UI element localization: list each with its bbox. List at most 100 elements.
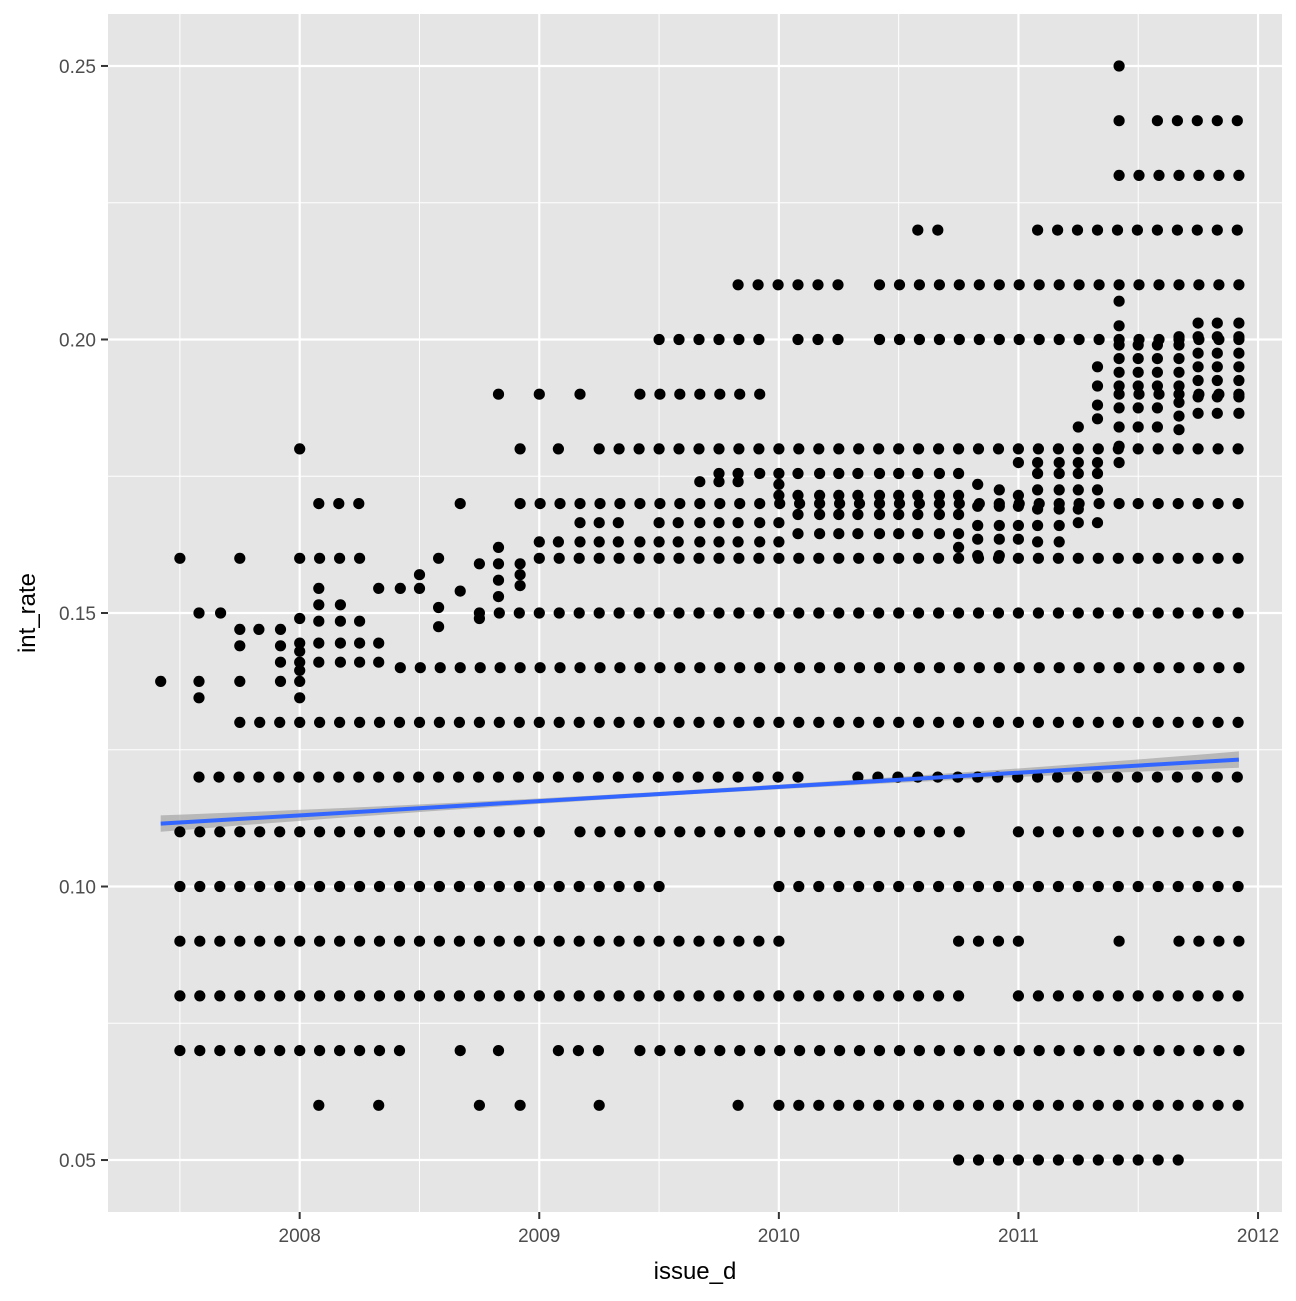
data-point	[1091, 413, 1104, 425]
data-point	[674, 498, 686, 510]
data-point	[913, 333, 926, 346]
data-point	[1192, 361, 1204, 373]
data-point	[953, 498, 965, 510]
data-point	[492, 541, 505, 554]
data-point	[893, 662, 906, 674]
data-point	[873, 528, 886, 540]
data-point	[753, 443, 765, 455]
data-point	[373, 637, 385, 649]
data-point	[514, 443, 526, 455]
data-point	[433, 771, 445, 783]
data-point	[1133, 169, 1145, 181]
data-point	[1012, 457, 1024, 469]
data-point	[1213, 935, 1225, 947]
data-point	[513, 826, 525, 838]
data-point	[893, 990, 905, 1002]
data-point	[972, 607, 985, 619]
data-point	[1012, 443, 1024, 455]
data-point	[1032, 443, 1044, 455]
data-point	[993, 519, 1005, 532]
data-point	[1012, 519, 1024, 532]
data-point	[174, 826, 186, 838]
data-point	[794, 826, 806, 838]
data-point	[473, 558, 485, 570]
data-point	[334, 599, 346, 611]
data-point	[593, 880, 605, 893]
data-point	[1091, 484, 1104, 496]
data-point	[1053, 519, 1065, 532]
data-point	[713, 716, 725, 729]
data-point	[853, 1045, 866, 1057]
data-point	[514, 569, 526, 581]
data-point	[814, 1045, 826, 1057]
data-point	[714, 498, 726, 510]
data-point	[1032, 484, 1044, 496]
data-point	[953, 541, 965, 554]
data-point	[654, 1045, 666, 1057]
data-point	[1072, 716, 1084, 729]
data-point	[1072, 552, 1084, 564]
data-point	[1113, 388, 1125, 400]
data-point	[953, 935, 965, 947]
data-point	[1152, 990, 1164, 1002]
data-point	[1132, 380, 1144, 392]
data-point	[693, 333, 705, 346]
data-point	[754, 1045, 766, 1057]
data-point	[993, 662, 1005, 674]
data-point	[1151, 380, 1163, 392]
data-point	[632, 771, 644, 783]
data-point	[913, 662, 926, 674]
data-point	[373, 880, 386, 893]
data-point	[1231, 115, 1243, 127]
data-point	[554, 498, 566, 510]
data-point	[732, 771, 744, 783]
data-point	[713, 333, 725, 346]
data-point	[654, 498, 666, 510]
data-point	[1113, 115, 1125, 127]
data-point	[834, 826, 846, 838]
data-point	[913, 552, 925, 564]
data-point	[1072, 826, 1084, 838]
data-point	[1233, 279, 1245, 291]
data-point	[714, 662, 726, 674]
data-point	[773, 517, 785, 529]
data-point	[1072, 607, 1084, 619]
data-point	[453, 826, 465, 838]
data-point	[753, 552, 765, 564]
data-point	[893, 528, 905, 540]
data-point	[1092, 716, 1104, 729]
data-point	[754, 467, 766, 480]
data-point	[893, 498, 906, 510]
data-point	[454, 498, 466, 510]
data-point	[453, 716, 465, 729]
data-point	[1091, 771, 1104, 783]
data-point	[852, 489, 864, 501]
data-point	[1232, 1099, 1244, 1111]
data-point	[274, 935, 286, 947]
data-point	[793, 443, 805, 455]
data-point	[1132, 1154, 1144, 1166]
data-point	[673, 935, 685, 947]
data-point	[933, 443, 945, 455]
data-point	[674, 388, 686, 400]
data-point	[393, 716, 406, 729]
data-point	[473, 880, 485, 893]
x-axis-title: issue_d	[654, 1258, 737, 1285]
data-point	[792, 528, 804, 540]
data-point	[1192, 880, 1204, 893]
data-point	[1052, 607, 1064, 619]
data-point	[773, 489, 785, 501]
data-point	[533, 552, 545, 564]
data-point	[873, 826, 886, 838]
data-point	[1092, 607, 1104, 619]
data-point	[1172, 443, 1184, 455]
data-point	[294, 880, 306, 893]
data-point	[1033, 279, 1045, 291]
data-point	[752, 279, 764, 291]
data-point	[334, 716, 346, 729]
data-point	[533, 880, 545, 893]
data-point	[1173, 1045, 1185, 1057]
data-point	[234, 552, 246, 564]
data-point	[1032, 990, 1044, 1002]
data-point	[294, 637, 306, 649]
